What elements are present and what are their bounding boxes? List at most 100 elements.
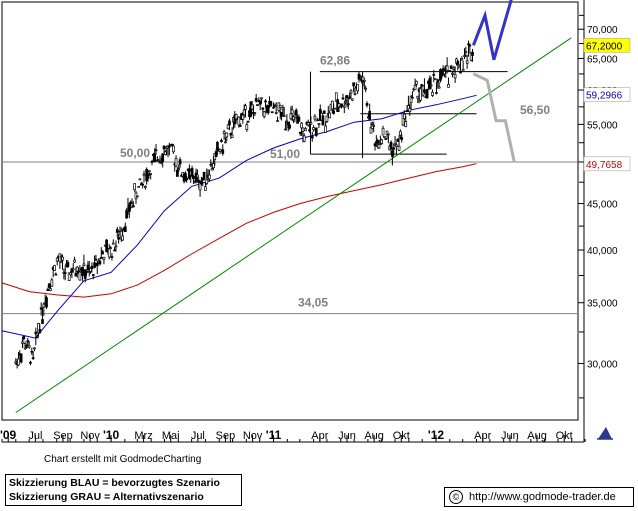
candle-body	[74, 272, 78, 277]
candle-body	[174, 158, 178, 167]
sma-red-line	[1, 163, 477, 298]
candle-body	[456, 60, 460, 65]
scenario-legend: Skizzierung BLAU = bevorzugtes Szenario …	[5, 474, 242, 506]
candle-body	[397, 145, 401, 151]
candle-body	[22, 335, 26, 340]
candle-body	[234, 114, 238, 120]
candle-body	[78, 271, 82, 281]
candle-body	[463, 55, 466, 57]
candle-body	[286, 122, 290, 126]
candle-body	[353, 92, 357, 95]
x-tick-label: Aug	[527, 430, 547, 442]
x-tick-label: Mrz	[134, 430, 152, 442]
candle-body	[50, 279, 54, 287]
candle-body	[437, 86, 441, 89]
candle-body	[75, 266, 79, 272]
candle-body	[362, 79, 366, 82]
candle-body	[352, 82, 356, 87]
candle-body	[105, 239, 108, 253]
candle-body	[253, 112, 257, 115]
candle-body	[396, 138, 400, 142]
source-link[interactable]: © http://www.godmode-trader.de	[444, 487, 634, 507]
candle-body	[86, 264, 90, 270]
candle-body	[389, 141, 393, 150]
candle-body	[405, 110, 409, 112]
candle-body	[380, 139, 384, 144]
x-tick-label: Jul	[28, 430, 42, 442]
candle-body	[225, 132, 229, 138]
y-tick-label: 30,000	[587, 360, 618, 371]
candle-body	[69, 272, 72, 276]
candle-body	[280, 111, 283, 117]
candle-body	[294, 109, 298, 115]
candle-body	[73, 259, 76, 263]
candle-body	[266, 104, 270, 114]
candle-body	[53, 265, 56, 271]
candle-body	[304, 128, 307, 132]
candle-body	[309, 122, 313, 125]
candle-body	[404, 121, 408, 128]
candle-body	[282, 115, 286, 117]
x-tick-label: '10	[103, 428, 120, 442]
x-tick-label: Sep	[216, 430, 236, 442]
x-tick-label: Mai	[162, 430, 180, 442]
sma-blue-line	[1, 94, 477, 339]
candle-body	[91, 274, 95, 276]
candle-body	[381, 127, 385, 136]
candle-body	[332, 110, 335, 114]
candle-body	[285, 120, 289, 123]
candle-body	[66, 262, 70, 267]
level-label-62: 62,86	[320, 54, 350, 68]
candle-body	[228, 120, 231, 126]
candle-body	[258, 101, 262, 105]
x-tick-label: '09	[0, 428, 17, 442]
candle-body	[176, 169, 179, 177]
candle-body	[33, 347, 36, 350]
x-tick-label: Sep	[53, 430, 73, 442]
candle-body	[448, 70, 452, 72]
candle-body	[468, 44, 472, 47]
candle-body	[298, 131, 302, 134]
price-tag-label: 67,2000	[586, 41, 623, 52]
candle-body	[301, 127, 305, 132]
candle-body	[212, 163, 215, 169]
chart-credit: Chart erstellt mit GodmodeCharting	[44, 454, 202, 465]
x-tick-label: Aug	[364, 430, 384, 442]
candle-body	[178, 159, 182, 165]
candle-body	[205, 179, 209, 184]
candle-body	[61, 256, 64, 261]
candle-body	[38, 329, 42, 334]
candle-body	[310, 136, 314, 139]
y-tick-label: 35,000	[587, 299, 618, 310]
source-url: http://www.godmode-trader.de	[469, 491, 616, 503]
candle-body	[115, 229, 119, 233]
legend-blue-scenario: Skizzierung BLAU = bevorzugtes Szenario	[9, 477, 220, 489]
x-tick-label: Jun	[338, 430, 356, 442]
candle-body	[221, 149, 225, 154]
candle-body	[46, 288, 50, 292]
y-tick-label: 45,000	[587, 200, 618, 211]
candle-body	[413, 85, 417, 90]
candle-body	[54, 273, 58, 276]
candle-body	[164, 151, 167, 156]
candle-body	[214, 151, 218, 157]
candle-body	[465, 60, 469, 64]
candle-body	[157, 159, 161, 162]
candle-body	[208, 174, 211, 180]
candle-body	[302, 135, 306, 142]
candle-body	[143, 185, 147, 188]
candle-body	[399, 131, 402, 136]
candle-body	[461, 68, 465, 71]
candle-body	[25, 344, 28, 349]
candle-body	[101, 251, 104, 255]
candle-body	[45, 297, 48, 308]
candle-body	[457, 65, 461, 69]
legend-grey-scenario: Skizzierung GRAU = Alternativszenario	[9, 491, 204, 503]
candle-body	[35, 336, 39, 339]
candle-body	[377, 144, 381, 149]
candle-body	[260, 97, 263, 100]
candle-body	[81, 266, 84, 276]
candle-body	[102, 256, 106, 260]
candle-body	[210, 168, 214, 171]
chart-tool-icon[interactable]	[595, 425, 615, 441]
